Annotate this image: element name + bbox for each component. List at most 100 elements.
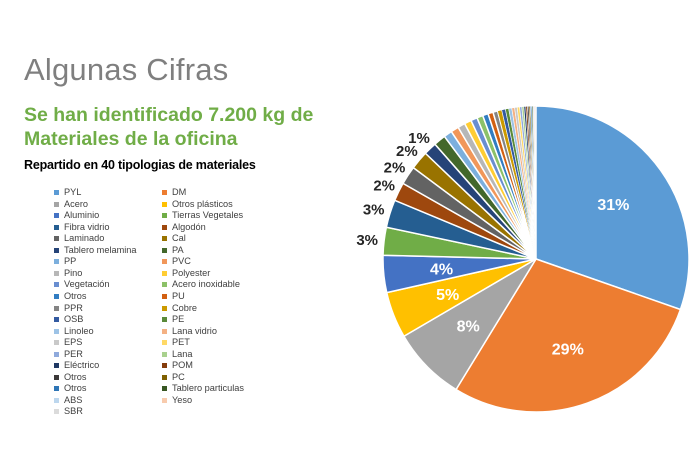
legend-item: PPR (54, 303, 83, 314)
legend-label: Tablero particulas (172, 383, 245, 394)
legend-label: Eléctrico (64, 360, 100, 371)
legend-item: PYL (54, 187, 81, 198)
legend-label: OSB (64, 314, 84, 325)
legend-item: ABS (54, 395, 82, 406)
legend-swatch (54, 236, 59, 242)
legend-swatch (162, 317, 167, 323)
legend-label: PER (64, 348, 83, 359)
data-label: 1% (408, 130, 430, 147)
legend-swatch (162, 190, 167, 195)
legend-swatch (162, 397, 167, 403)
data-label: 5% (436, 287, 459, 304)
data-label: 3% (356, 232, 378, 249)
legend-swatch (54, 340, 59, 346)
legend-label: Tablero melamina (64, 244, 137, 255)
legend-swatch (54, 374, 59, 380)
legend-swatch (162, 340, 167, 346)
legend-label: Lana vidrio (172, 325, 217, 336)
legend-item: Laminado (54, 233, 104, 244)
legend-item: Fibra vidrio (54, 222, 109, 233)
legend-item: SBR (54, 406, 83, 417)
data-label: 3% (363, 202, 385, 219)
legend-item: Tierras Vegetales (162, 210, 243, 221)
legend-item: Tablero melamina (54, 245, 137, 256)
legend-label: ABS (64, 394, 83, 405)
legend-swatch (162, 328, 167, 334)
legend-swatch (162, 236, 167, 242)
legend-swatch (54, 386, 59, 392)
legend-swatch (54, 190, 59, 195)
legend-label: Aluminio (64, 210, 100, 221)
legend-swatch (162, 201, 167, 207)
legend-label: Cal (172, 233, 186, 244)
legend-swatch (54, 224, 59, 230)
legend-label: PET (172, 337, 190, 348)
legend-label: SBR (64, 406, 83, 417)
legend-item: Acero inoxidable (162, 279, 240, 290)
legend-label: PVC (172, 256, 191, 267)
legend-swatch (54, 282, 59, 288)
legend-swatch (162, 213, 167, 219)
legend-label: Polyester (172, 267, 211, 278)
legend-label: Vegetación (64, 279, 110, 290)
legend-label: Tierras Vegetales (172, 210, 244, 221)
legend-label: Otros (64, 383, 87, 394)
legend-swatch (162, 224, 167, 230)
legend-label: Otros (64, 371, 87, 382)
legend-swatch (54, 317, 59, 323)
chart-legend: PYL DM Acero Otros plásticos Aluminio Tierras… (54, 187, 284, 427)
legend-item: EPS (54, 337, 82, 348)
legend-item: Vegetación (54, 279, 109, 290)
legend-item: Polyester (162, 268, 210, 279)
legend-label: EPS (64, 337, 83, 348)
legend-label: Algodón (172, 221, 206, 232)
legend-label: POM (172, 360, 193, 371)
legend-swatch (162, 363, 167, 369)
legend-item: Pino (54, 268, 82, 279)
legend-swatch (54, 351, 59, 357)
legend-label: PA (172, 244, 184, 255)
legend-label: Yeso (172, 394, 193, 405)
legend-item: PET (162, 337, 190, 348)
legend-swatch (54, 247, 59, 253)
legend-swatch (54, 409, 59, 415)
legend-swatch (54, 293, 59, 299)
legend-label: PYL (64, 187, 82, 197)
legend-item: Algodón (162, 222, 206, 233)
data-label: 8% (457, 318, 480, 335)
legend-item: Otros (54, 291, 86, 302)
legend-label: PE (172, 314, 185, 325)
legend-label: PPR (64, 302, 83, 313)
legend-item: PE (162, 314, 184, 325)
legend-item: Eléctrico (54, 360, 99, 371)
pie-slice (535, 105, 690, 311)
legend-item: Linoleo (54, 326, 94, 337)
legend-swatch (54, 213, 59, 219)
legend-item: Acero (54, 199, 88, 210)
legend-swatch (162, 293, 167, 299)
legend-label: Acero (64, 198, 89, 209)
legend-item: Otros (54, 372, 86, 383)
legend-label: DM (172, 187, 187, 197)
legend-swatch (54, 363, 59, 369)
legend-swatch (162, 247, 167, 253)
legend-item: PU (162, 291, 185, 302)
data-label: 2% (373, 178, 395, 195)
subheadline: Repartido en 40 tipologias de materiales (24, 158, 256, 172)
legend-swatch (162, 270, 167, 276)
legend-swatch (54, 201, 59, 207)
legend-label: PP (64, 256, 77, 267)
data-label: 4% (430, 261, 453, 278)
headline: Se han identificado 7.200 kg de Material… (24, 104, 314, 150)
legend-item: PC (162, 372, 185, 383)
legend-label: Otros plásticos (172, 198, 233, 209)
data-label: 29% (552, 341, 584, 358)
legend-item: Otros plásticos (162, 199, 233, 210)
legend-swatch (162, 386, 167, 392)
legend-item: Tablero particulas (162, 383, 244, 394)
legend-label: Otros (64, 290, 87, 301)
legend-swatch (54, 305, 59, 311)
legend-label: Cobre (172, 302, 198, 313)
legend-swatch (162, 351, 167, 357)
